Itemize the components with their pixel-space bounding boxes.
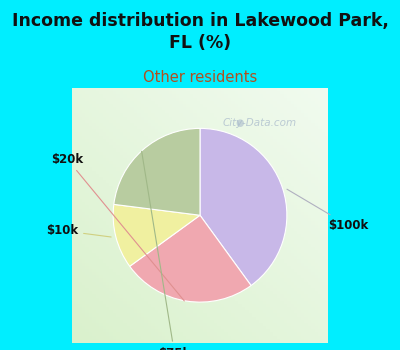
Wedge shape — [113, 204, 200, 266]
Text: $10k: $10k — [46, 224, 111, 237]
Text: $20k: $20k — [51, 153, 184, 301]
Text: $100k: $100k — [287, 189, 368, 232]
Wedge shape — [130, 215, 251, 302]
Text: Other residents: Other residents — [143, 70, 257, 85]
Text: City-Data.com: City-Data.com — [223, 118, 297, 128]
Wedge shape — [114, 128, 200, 215]
Text: ●: ● — [236, 118, 244, 128]
Wedge shape — [200, 128, 287, 286]
Text: Income distribution in Lakewood Park,
FL (%): Income distribution in Lakewood Park, FL… — [12, 12, 388, 52]
Text: $75k: $75k — [142, 151, 190, 350]
